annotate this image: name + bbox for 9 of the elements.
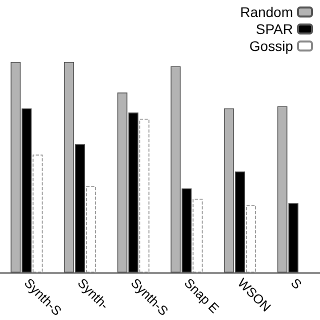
- legend-label: SPAR: [256, 21, 293, 37]
- bar: [139, 118, 150, 273]
- bar: [246, 205, 256, 273]
- legend-label: Gossip: [249, 38, 294, 54]
- legend-label: Random: [240, 4, 293, 20]
- x-tick-label: S: [288, 275, 305, 292]
- bar: [32, 154, 43, 273]
- bar: [192, 198, 203, 273]
- bar: [86, 186, 96, 273]
